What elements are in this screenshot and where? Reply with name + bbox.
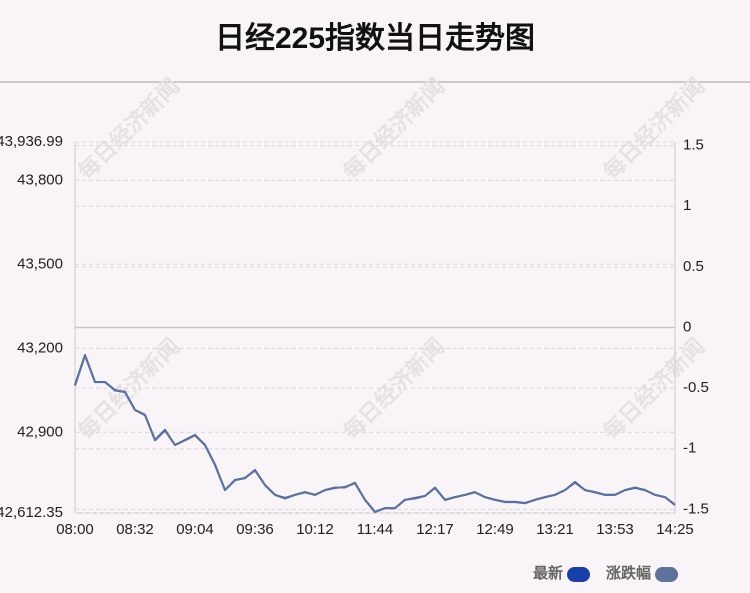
legend-swatch (567, 567, 591, 582)
x-tick-label: 11:44 (357, 521, 393, 538)
series-line (74, 354, 676, 513)
y2-tick-label: 1.5 (683, 137, 704, 154)
watermark: 每日经济新闻 (338, 333, 449, 444)
y2-tick-label: -1.5 (683, 500, 709, 517)
y2-tick-label: 0.5 (683, 258, 704, 275)
x-tick-label: 13:53 (596, 521, 634, 538)
x-tick-label: 10:12 (296, 521, 334, 538)
y2-tick-label: 1 (683, 197, 691, 214)
x-tick-label: 09:04 (176, 521, 214, 538)
y-tick-label: 43,800 (17, 171, 63, 188)
x-tick-label: 13:21 (536, 521, 574, 538)
x-tick-label: 08:32 (116, 521, 154, 538)
y-tick-label: 42,900 (17, 423, 63, 440)
y-tick-label: 42,612.35 (0, 504, 63, 521)
x-tick-label: 09:36 (236, 521, 274, 538)
legend-label: 最新 (533, 564, 563, 582)
watermark: 每日经济新闻 (598, 73, 709, 184)
y2-tick-label: -0.5 (683, 379, 709, 396)
watermark: 每日经济新闻 (73, 73, 184, 184)
x-tick-label: 08:00 (56, 521, 94, 538)
watermark: 每日经济新闻 (338, 73, 449, 184)
y2-tick-label: 0 (683, 318, 691, 335)
x-tick-label: 12:49 (476, 521, 514, 538)
x-tick-label: 12:17 (416, 521, 454, 538)
chart-title: 日经225指数当日走势图 (215, 21, 535, 55)
watermark: 每日经济新闻 (73, 333, 184, 444)
legend-swatch (655, 567, 679, 582)
legend-label: 涨跌幅 (606, 564, 651, 582)
y-tick-label: 43,936.99 (0, 133, 63, 150)
x-tick-label: 14:25 (656, 521, 694, 538)
y-tick-label: 43,500 (17, 255, 63, 272)
series-line (74, 354, 676, 513)
y2-tick-label: -1 (683, 440, 696, 457)
y-tick-label: 43,200 (17, 339, 63, 356)
